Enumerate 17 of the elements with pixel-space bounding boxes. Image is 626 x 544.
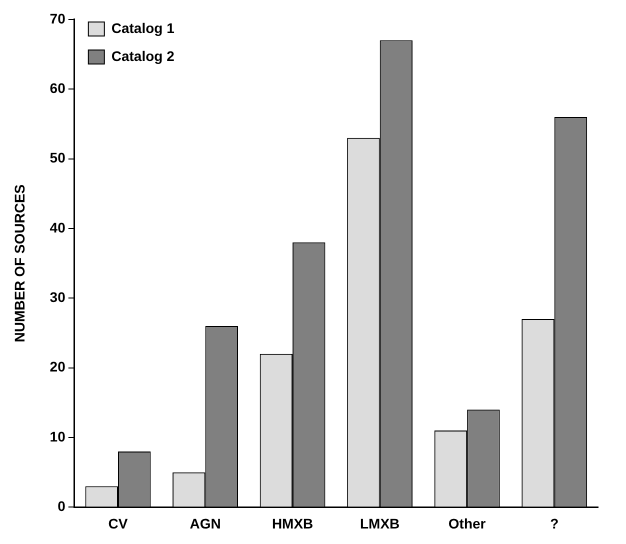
x-tick-label: HMXB [272,515,314,532]
y-tick-label: 40 [50,219,66,236]
x-tick-label: AGN [190,515,221,532]
y-tick-label: 10 [50,428,66,444]
y-tick-label: 0 [58,498,66,514]
y-tick-label: 30 [50,289,66,305]
y-tick-label: 20 [50,358,66,375]
y-axis-title: NUMBER OF SOURCES [11,184,28,342]
legend-label: Catalog 2 [111,48,175,64]
x-tick-label: Other [448,515,486,532]
y-tick-label: 70 [50,10,66,26]
y-tick-label: 60 [50,80,66,96]
x-tick-label: LMXB [360,515,400,532]
x-tick-label: CV [108,515,128,532]
legend-label: Catalog 1 [111,20,175,36]
y-tick-label: 50 [50,150,66,166]
x-tick-label: ? [550,515,559,532]
